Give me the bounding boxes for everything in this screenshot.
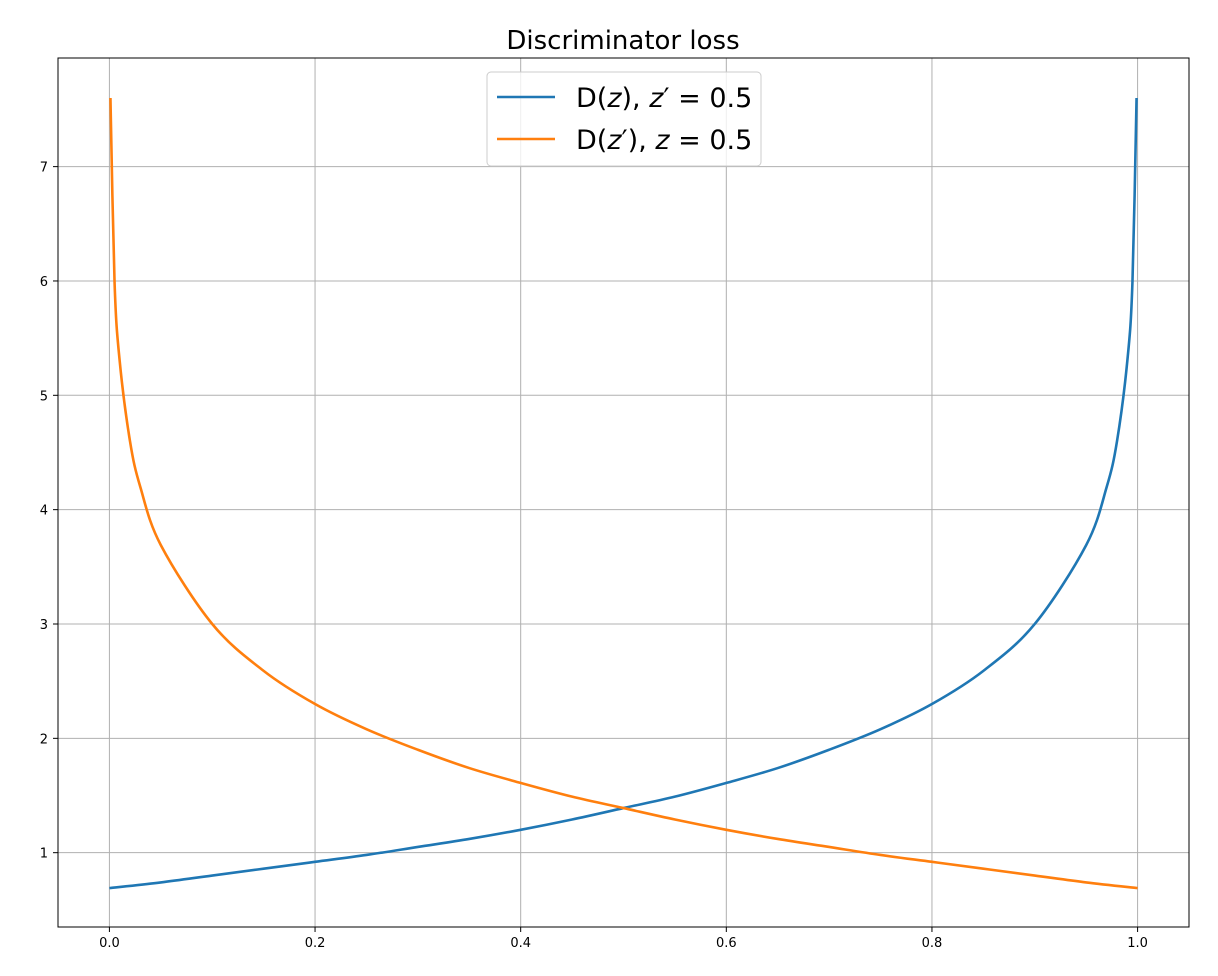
- legend: D(z), z′ = 0.5D(z′), z = 0.5: [486, 71, 762, 167]
- y-tick-label: 3: [40, 618, 48, 633]
- grid: [58, 58, 1189, 927]
- x-tick-label: 0.8: [922, 936, 943, 951]
- y-tick-label: 4: [40, 504, 48, 519]
- x-tick-label: 0.0: [99, 936, 120, 951]
- legend-label-part: z: [654, 125, 670, 156]
- chart-title: Discriminator loss: [506, 26, 739, 56]
- legend-label-part: D(: [576, 125, 607, 156]
- legend-label-part: = 0.5: [670, 83, 753, 114]
- x-tick-label: 0.6: [716, 936, 737, 951]
- legend-label-part: D(: [576, 83, 607, 114]
- legend-box: [486, 71, 762, 167]
- y-tick-label: 5: [40, 389, 48, 404]
- legend-label-part: z: [648, 83, 664, 114]
- y-tick-label: 2: [40, 732, 48, 747]
- legend-label-part: ),: [628, 125, 656, 156]
- x-tick-label: 0.4: [510, 936, 531, 951]
- series-layer: [109, 97, 1138, 890]
- legend-label-part: z: [606, 125, 622, 156]
- y-tick-label: 1: [40, 847, 48, 862]
- y-tick-label: 6: [40, 275, 48, 290]
- series-line-2: [109, 97, 1138, 890]
- plot-frame: [57, 57, 1190, 928]
- legend-label-2: D(z′), z = 0.5: [576, 125, 752, 156]
- legend-label-1: D(z), z′ = 0.5: [576, 83, 752, 114]
- x-tick-label: 0.2: [305, 936, 326, 951]
- x-tick-label: 1.0: [1127, 936, 1148, 951]
- axis-ticks: 0.0 0.2 0.4 0.6 0.8 1.0 1 2 3 4 5 6 7: [40, 161, 1148, 951]
- y-tick-label: 7: [40, 161, 48, 176]
- legend-label-part: z: [606, 83, 622, 114]
- series-line-1: [109, 97, 1138, 890]
- legend-label-part: ′: [663, 83, 669, 114]
- legend-label-part: ′: [622, 125, 628, 156]
- legend-label-part: = 0.5: [670, 125, 753, 156]
- legend-label-part: ),: [622, 83, 650, 114]
